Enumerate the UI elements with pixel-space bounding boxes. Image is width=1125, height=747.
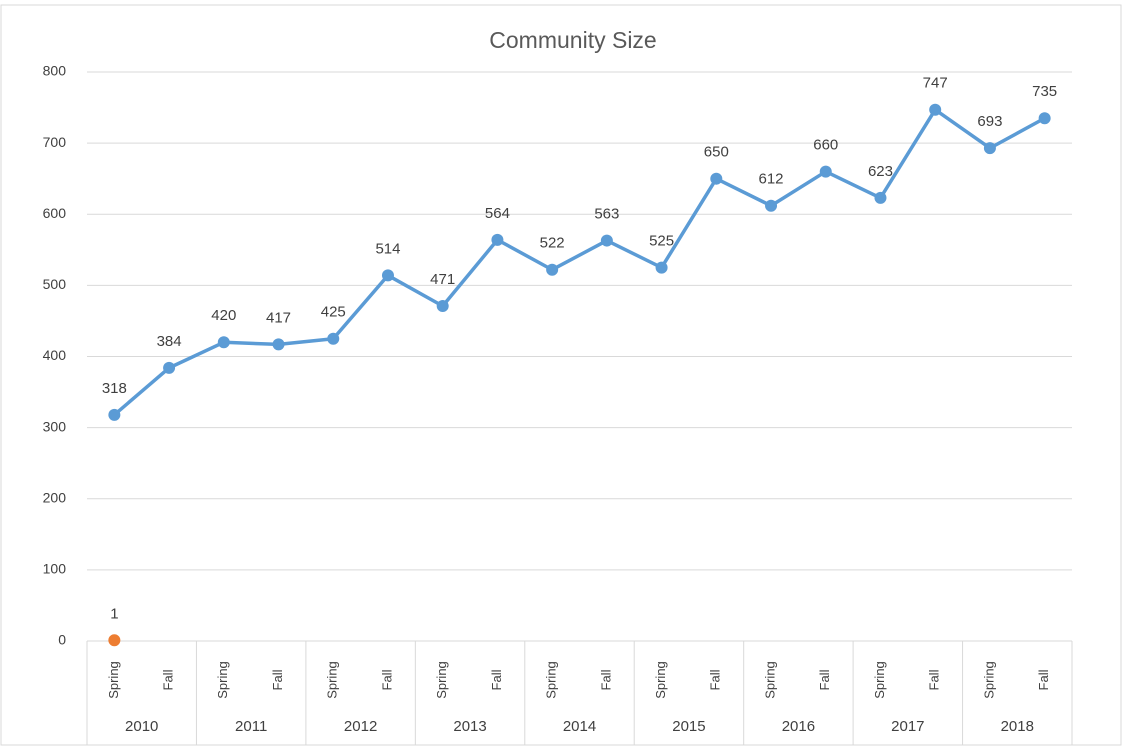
y-tick-label: 100	[43, 561, 67, 577]
data-point	[765, 199, 778, 212]
data-point	[491, 233, 504, 246]
y-tick-label: 600	[43, 205, 67, 221]
x-tick-label: Spring	[215, 661, 230, 699]
data-point	[1038, 112, 1051, 125]
x-tick-label: Fall	[379, 669, 394, 690]
data-label: 417	[266, 309, 291, 326]
x-tick-label: Spring	[872, 661, 887, 699]
data-point	[655, 261, 668, 274]
group-label: 2018	[1001, 718, 1034, 735]
data-label: 693	[977, 113, 1002, 130]
data-point	[819, 165, 832, 178]
data-label: 747	[923, 75, 948, 92]
data-label: 1	[110, 605, 118, 622]
group-label: 2012	[344, 718, 377, 735]
data-point	[546, 263, 559, 276]
data-label: 384	[157, 333, 182, 350]
data-label: 514	[375, 240, 400, 257]
y-tick-label: 700	[43, 134, 67, 150]
x-tick-label: Spring	[981, 661, 996, 699]
x-tick-label: Fall	[1036, 669, 1051, 690]
data-label: 420	[211, 307, 236, 324]
chart-frame	[0, 4, 1122, 746]
data-point	[929, 103, 942, 116]
data-label: 522	[540, 235, 565, 252]
y-tick-label: 300	[43, 418, 67, 434]
group-label: 2017	[891, 718, 924, 735]
group-label: 2013	[453, 718, 486, 735]
data-label: 318	[102, 380, 127, 397]
y-tick-label: 500	[43, 276, 67, 292]
data-point	[874, 191, 887, 204]
data-point	[710, 172, 723, 185]
data-point	[108, 634, 121, 647]
data-label: 612	[759, 171, 784, 188]
series-line	[113, 107, 1046, 417]
data-point	[108, 408, 121, 421]
data-point	[327, 332, 340, 345]
data-label: 564	[485, 205, 510, 222]
data-label: 650	[704, 144, 729, 161]
x-tick-label: Spring	[653, 661, 668, 699]
data-label: 525	[649, 233, 674, 250]
data-point	[217, 336, 230, 349]
y-tick-label: 0	[58, 632, 66, 648]
chart-title: Community Size	[489, 27, 656, 53]
data-point	[436, 300, 449, 313]
x-tick-label: Spring	[434, 661, 449, 699]
y-tick-label: 200	[43, 489, 67, 505]
y-tick-label: 400	[43, 347, 67, 363]
data-point	[983, 142, 996, 155]
x-tick-label: Fall	[161, 669, 176, 690]
group-label: 2016	[782, 718, 815, 735]
group-label: 2014	[563, 718, 596, 735]
x-tick-label: Fall	[708, 669, 723, 690]
data-point	[163, 361, 176, 374]
data-label: 563	[594, 206, 619, 223]
data-label: 623	[868, 163, 893, 180]
data-point	[381, 269, 394, 282]
x-tick-label: Fall	[927, 669, 942, 690]
data-point	[600, 234, 613, 247]
data-label: 425	[321, 304, 346, 321]
group-label: 2015	[672, 718, 705, 735]
data-point	[272, 338, 285, 351]
x-tick-label: Spring	[544, 661, 559, 699]
group-label: 2011	[235, 718, 267, 735]
x-tick-label: Spring	[325, 661, 340, 699]
x-tick-label: Spring	[762, 661, 777, 699]
x-tick-label: Spring	[106, 661, 121, 699]
data-label: 471	[430, 271, 455, 288]
x-tick-label: Fall	[598, 669, 613, 690]
group-label: 2010	[125, 718, 158, 735]
x-tick-label: Fall	[817, 669, 832, 690]
x-tick-label: Fall	[489, 669, 504, 690]
data-label: 660	[813, 137, 838, 154]
x-tick-label: Fall	[270, 669, 285, 690]
y-tick-label: 800	[43, 63, 67, 79]
data-label: 735	[1032, 83, 1057, 100]
